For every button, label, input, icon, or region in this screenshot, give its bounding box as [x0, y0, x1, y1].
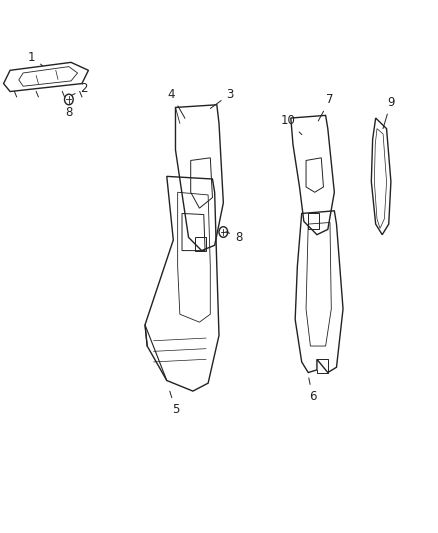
- Text: 5: 5: [170, 391, 179, 416]
- Text: 1: 1: [28, 51, 43, 66]
- Text: 2: 2: [71, 83, 88, 95]
- Text: 8: 8: [226, 231, 242, 244]
- Text: 9: 9: [383, 95, 395, 128]
- Text: 3: 3: [210, 87, 233, 108]
- Text: 8: 8: [65, 106, 73, 119]
- Text: 4: 4: [167, 87, 185, 118]
- Text: 6: 6: [309, 378, 316, 403]
- Text: 10: 10: [280, 114, 302, 135]
- Text: 7: 7: [318, 93, 334, 121]
